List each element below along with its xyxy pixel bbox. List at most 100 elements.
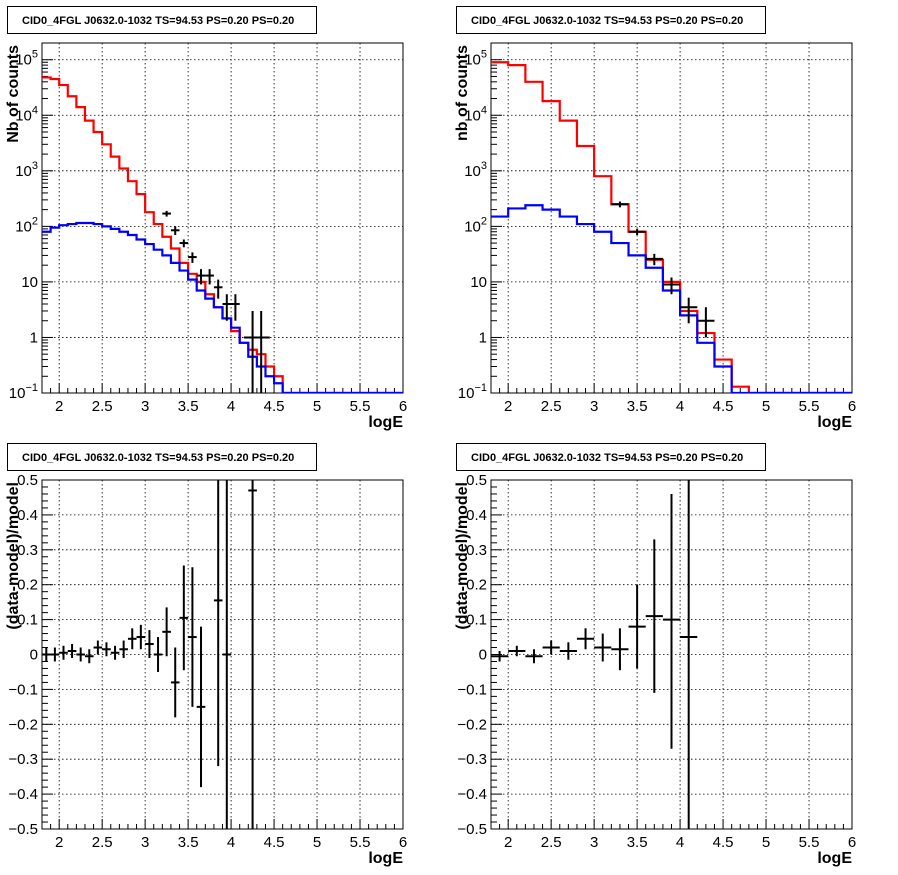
y-tick-label: 10−1: [9, 382, 38, 402]
y-tick-label: −0.4: [457, 786, 487, 803]
data-point: [213, 279, 223, 299]
data-point: [119, 640, 128, 658]
histogram-series-1: [42, 76, 403, 393]
y-tick-label: −0.2: [8, 716, 38, 733]
y-tick-label: −0.4: [8, 786, 38, 803]
y-tick-label: 103: [15, 160, 38, 180]
x-tick-label: 2.5: [541, 398, 562, 415]
data-point: [611, 201, 629, 208]
y-tick-label: 0.4: [17, 507, 38, 524]
x-tick-label: 4: [227, 398, 235, 415]
y-tick-label: 0.3: [17, 542, 38, 559]
y-tick-label: 102: [464, 215, 487, 235]
y-axis-label: (data-model)/model: [454, 482, 471, 630]
y-tick-label: −0.2: [457, 716, 487, 733]
data-point: [162, 607, 171, 657]
y-tick-label: 102: [15, 215, 38, 235]
data-point: [136, 624, 146, 650]
data-point: [222, 480, 232, 829]
x-tick-label: 5.5: [350, 834, 371, 851]
data-point: [662, 277, 681, 295]
x-tick-label: 2: [504, 834, 512, 851]
x-tick-label: 4.5: [264, 834, 285, 851]
y-tick-label: −0.3: [457, 751, 487, 768]
x-tick-label: 5.5: [799, 834, 820, 851]
data-point: [645, 253, 663, 266]
y-tick-label: 0.1: [17, 612, 38, 629]
y-tick-label: 0.5: [17, 472, 38, 489]
data-point: [231, 294, 240, 321]
x-tick-label: 5: [313, 398, 321, 415]
y-tick-label: −0.1: [8, 681, 38, 698]
y-tick-label: 10: [21, 274, 38, 291]
x-tick-label: 3.5: [627, 398, 648, 415]
data-point: [576, 628, 595, 650]
x-tick-label: 3.5: [178, 834, 199, 851]
plot-frame: [41, 42, 404, 394]
data-point: [153, 637, 163, 672]
y-tick-label: 105: [15, 49, 38, 69]
x-tick-label: 4: [676, 398, 684, 415]
x-tick-label: 3: [141, 398, 149, 415]
data-point: [188, 567, 197, 707]
y-tick-label: −0.1: [457, 681, 487, 698]
data-point: [76, 647, 85, 662]
data-point: [542, 640, 560, 655]
y-tick-label: −0.3: [8, 751, 38, 768]
x-tick-label: 3: [590, 398, 598, 415]
plot-frame: [490, 42, 853, 394]
x-tick-label: 3: [141, 834, 149, 851]
x-tick-label: 6: [399, 398, 407, 415]
plot-data-area: [491, 61, 852, 393]
y-tick-label: 1: [30, 329, 38, 346]
x-tick-label: 2.5: [541, 834, 562, 851]
data-point: [491, 651, 509, 662]
y-tick-label: 104: [15, 104, 38, 124]
panel-title-1: CID0_4FGL J0632.0-1032 TS=94.53 PS=0.20 …: [7, 6, 317, 34]
x-tick-label: 5: [762, 834, 770, 851]
x-tick-label: 6: [399, 834, 407, 851]
histogram-series-2: [491, 204, 852, 393]
x-tick-label: 2.5: [92, 834, 113, 851]
plot-data-area: [42, 76, 403, 393]
plot-data-area: [42, 480, 257, 829]
x-tick-label: 5: [313, 834, 321, 851]
data-point: [42, 647, 51, 662]
data-point: [145, 630, 154, 658]
data-point: [213, 480, 223, 767]
data-point: [196, 626, 206, 788]
data-point: [248, 480, 257, 829]
x-tick-label: 5.5: [799, 398, 820, 415]
y-axis-label: Nb of counts: [5, 45, 22, 143]
data-point: [559, 642, 577, 660]
x-tick-label: 5: [762, 398, 770, 415]
y-tick-label: 103: [464, 160, 487, 180]
y-tick-label: 0: [479, 647, 487, 664]
y-tick-label: 0.5: [466, 472, 487, 489]
y-tick-label: 0.3: [466, 542, 487, 559]
x-tick-label: 2: [55, 398, 63, 415]
data-point: [179, 565, 189, 671]
data-point: [628, 228, 646, 235]
data-point: [508, 645, 526, 657]
data-point: [628, 584, 646, 669]
y-tick-label: 0.1: [466, 612, 487, 629]
data-point: [170, 647, 180, 718]
y-axis-label: nb of counts: [454, 45, 471, 141]
plot-data-area: [491, 480, 698, 829]
data-point: [697, 307, 715, 338]
x-tick-label: 4.5: [264, 398, 285, 415]
x-axis-label: logE: [368, 850, 403, 867]
data-point: [525, 649, 543, 664]
x-tick-label: 6: [848, 398, 856, 415]
y-tick-label: −0.5: [8, 821, 38, 838]
data-point: [93, 640, 103, 655]
y-tick-label: 0.2: [17, 577, 38, 594]
data-point: [611, 628, 629, 671]
histogram-series-1: [491, 61, 852, 393]
data-point: [59, 645, 68, 660]
x-tick-label: 4.5: [713, 834, 734, 851]
